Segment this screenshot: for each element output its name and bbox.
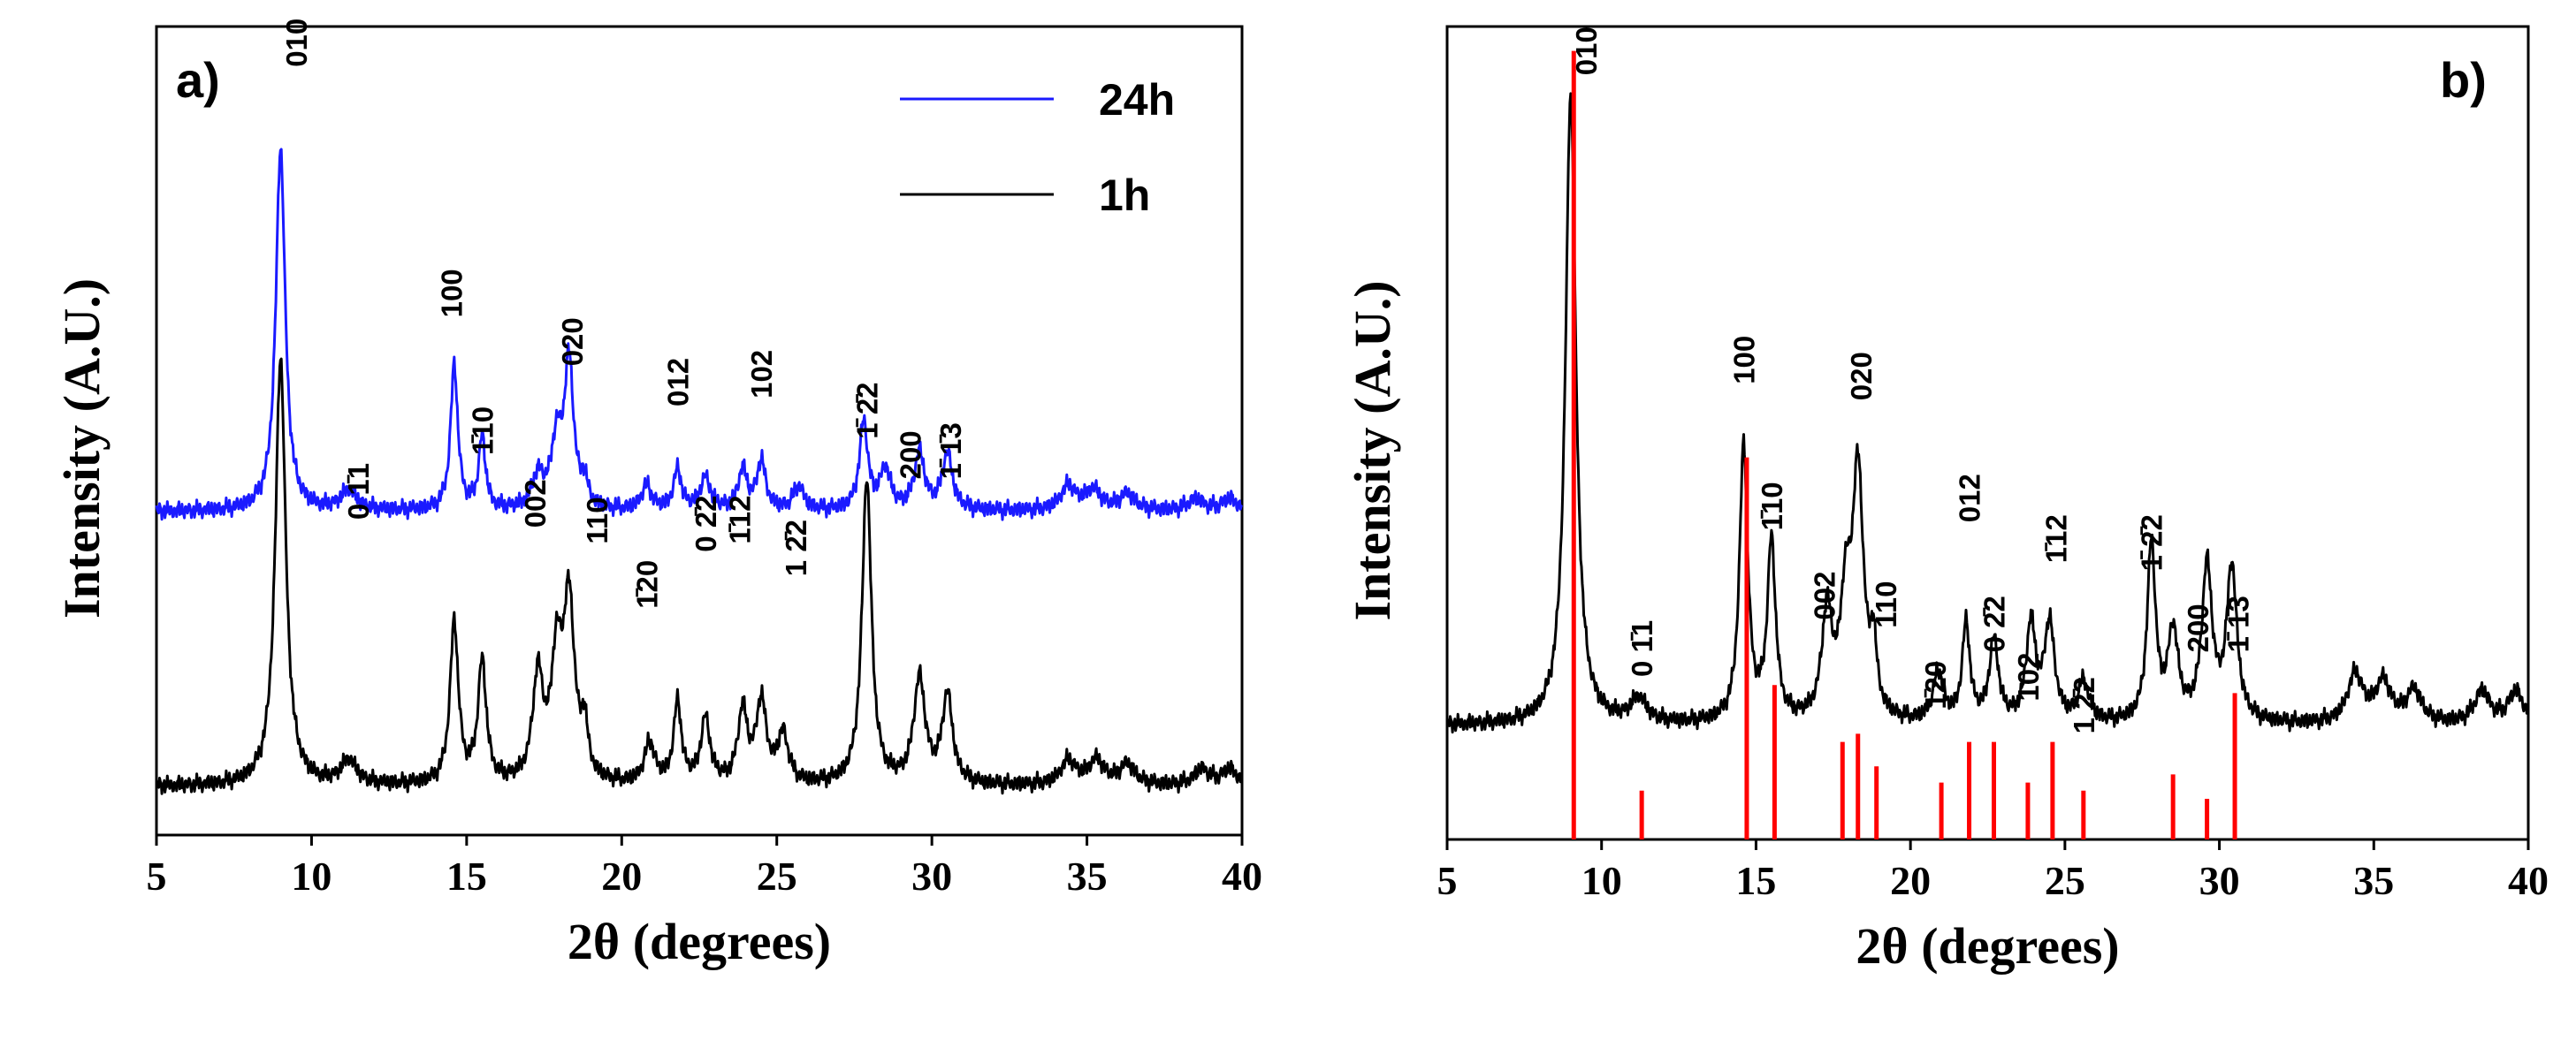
series-1h-line (155, 357, 1243, 795)
peak-label-14: 200 (895, 430, 927, 479)
x-tick-label-35: 35 (1067, 854, 1108, 899)
panel-a: 5 10 15 20 25 30 35 40 2θ (degrees) Intensity (A.… (53, 19, 1262, 970)
x-tick-label-20: 20 (1890, 858, 1931, 903)
y-axis-title: Intensity (A.U.) (1344, 280, 1401, 620)
peak-label-6: 110 (1870, 581, 1902, 628)
legend-label-24h: 24h (1099, 75, 1175, 125)
peak-label-13: 1̄ 2̄2 (851, 382, 884, 438)
peak-label-10: 1̄12 (724, 496, 757, 544)
x-tick-label-15: 15 (1735, 858, 1776, 903)
peak-label-3: 1̄10 (1756, 482, 1788, 530)
x-tick-label-40: 40 (2508, 858, 2549, 903)
peak-label-2: 100 (1728, 336, 1761, 384)
peak-label-6: 110 (581, 497, 614, 543)
x-tick-label-25: 25 (2045, 858, 2085, 903)
peak-label-14: 200 (2182, 604, 2214, 652)
peak-label-9: 0 2̄2 (690, 496, 722, 552)
peak-label-4: 002 (519, 479, 552, 528)
x-tick-label-5: 5 (147, 854, 167, 899)
peak-label-12: 1 2̄2 (2068, 677, 2100, 733)
peak-label-5: 020 (556, 317, 589, 366)
x-tick-label-40: 40 (1222, 854, 1262, 899)
panel-label: a) (176, 52, 220, 108)
peak-label-11: 102 (745, 350, 778, 399)
peak-label-2: 100 (435, 269, 468, 317)
legend-label-1h: 1h (1099, 171, 1150, 220)
panel-label: b) (2440, 52, 2487, 108)
peak-label-12: 1 2̄2 (780, 520, 812, 576)
series-24h-line (155, 148, 1244, 521)
x-tick-label-25: 25 (757, 854, 797, 899)
peak-label-1: 0 1̄1 (1626, 620, 1658, 677)
x-tick-label-15: 15 (446, 854, 487, 899)
y-axis-title: Intensity (A.U.) (53, 278, 111, 619)
x-tick-label-10: 10 (291, 854, 332, 899)
peak-label-10: 102 (2012, 653, 2045, 702)
peak-label-5: 020 (1845, 352, 1878, 400)
peak-label-1: 0 1̄1 (342, 463, 375, 520)
x-tick-label-20: 20 (601, 854, 642, 899)
legend: 24h 1h (900, 75, 1175, 220)
peak-label-3: 1̄10 (466, 406, 499, 455)
peak-label-4: 002 (1808, 572, 1841, 620)
peak-label-8: 012 (661, 358, 694, 406)
peak-label-0: 010 (280, 19, 313, 67)
series-experimental-line (1445, 92, 2529, 734)
x-tick-label-5: 5 (1437, 858, 1458, 903)
x-tick-label-35: 35 (2353, 858, 2394, 903)
panel-b: 5 10 15 20 25 30 35 40 2θ (degrees) Intensity (A.… (1344, 25, 2549, 975)
peak-label-7: 1̄20 (630, 560, 663, 609)
peak-label-9: 0 2̄2 (1978, 596, 2011, 652)
plot-frame (155, 25, 1244, 837)
peak-label-0: 010 (1570, 27, 1603, 75)
peak-label-15: 1̄ 1̄3 (934, 422, 967, 479)
peak-label-15: 1̄ 1̄3 (2222, 596, 2255, 652)
peak-label-8: 012 (1954, 474, 1986, 522)
peak-label-11: 1̄12 (2039, 514, 2072, 563)
x-tick-label-30: 30 (2199, 858, 2240, 903)
x-tick-label-10: 10 (1581, 858, 1622, 903)
peak-label-13: 1̄ 2̄2 (2136, 514, 2168, 571)
x-tick-label-30: 30 (911, 854, 952, 899)
x-axis-title: 2θ (degrees) (1856, 917, 2119, 975)
x-axis-title: 2θ (degrees) (568, 913, 831, 970)
peak-label-7: 1̄20 (1919, 661, 1952, 710)
plot-frame (1445, 25, 2530, 841)
